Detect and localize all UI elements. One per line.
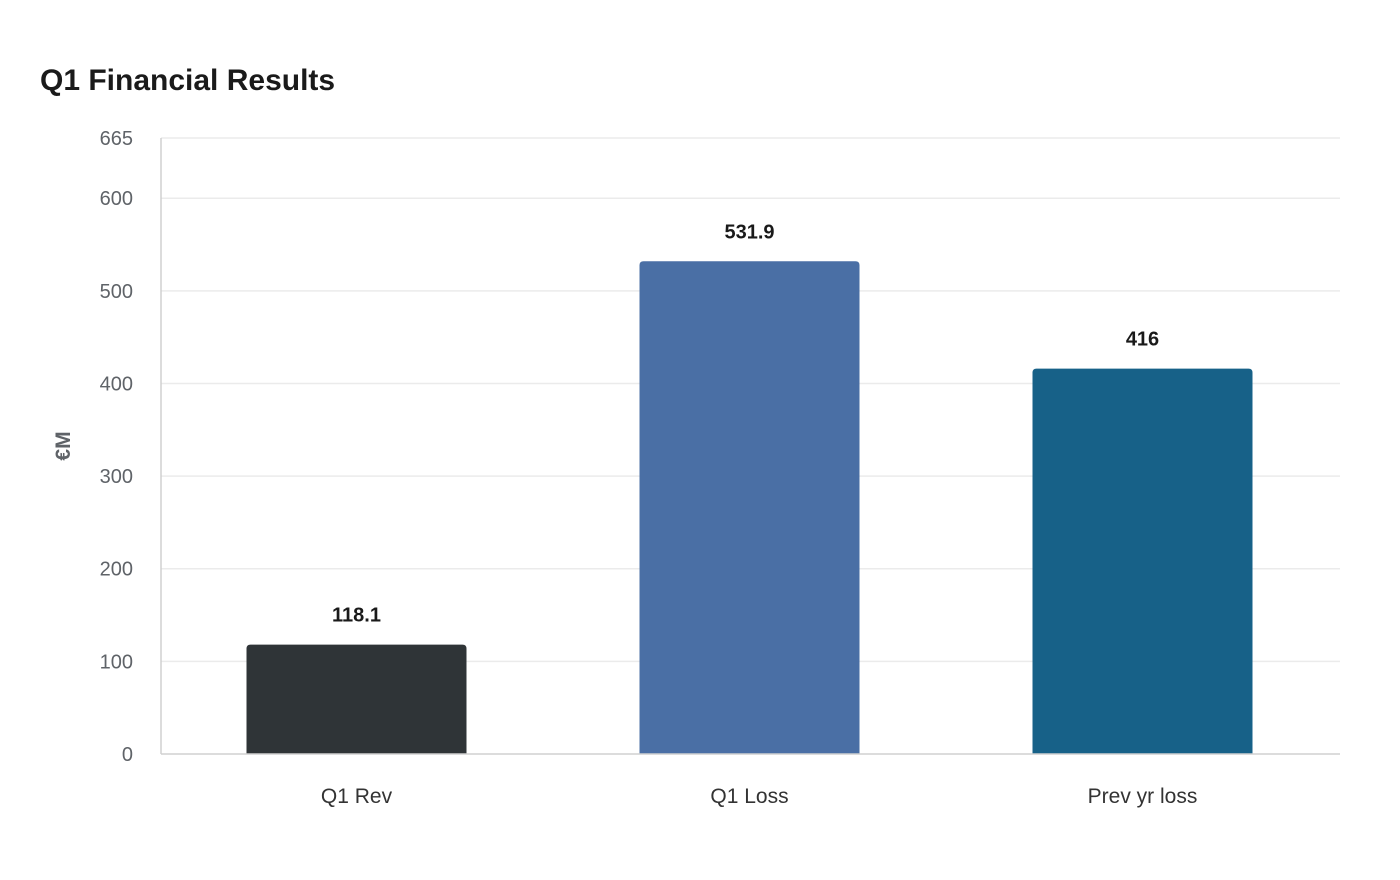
bar-prev-yr-loss bbox=[1032, 368, 1253, 754]
x-category-label: Q1 Loss bbox=[710, 785, 788, 808]
y-tick-label: 600 bbox=[100, 188, 133, 210]
x-category-label: Prev yr loss bbox=[1088, 785, 1198, 808]
x-category-label: Q1 Rev bbox=[321, 785, 393, 808]
value-labels: 118.1 531.9 416 bbox=[332, 221, 1159, 626]
bars bbox=[246, 261, 1253, 754]
y-axis-ticks: 0 100 200 300 400 500 600 665 bbox=[100, 128, 133, 766]
bar-q1-rev bbox=[246, 644, 467, 754]
chart-title: Q1 Financial Results bbox=[40, 64, 335, 97]
value-label: 416 bbox=[1126, 329, 1159, 351]
y-tick-label: 400 bbox=[100, 373, 133, 395]
bar-q1-loss bbox=[639, 261, 860, 754]
y-tick-label: 500 bbox=[100, 281, 133, 303]
y-tick-label: 665 bbox=[100, 128, 133, 150]
y-tick-label: 200 bbox=[100, 559, 133, 581]
y-tick-label: 300 bbox=[100, 466, 133, 488]
y-axis-title: €M bbox=[52, 431, 75, 460]
y-tick-label: 100 bbox=[100, 651, 133, 673]
value-label: 118.1 bbox=[332, 605, 381, 627]
x-axis-category-labels: Q1 Rev Q1 Loss Prev yr loss bbox=[321, 785, 1197, 808]
y-tick-label: 0 bbox=[122, 744, 133, 766]
value-label: 531.9 bbox=[724, 221, 774, 243]
